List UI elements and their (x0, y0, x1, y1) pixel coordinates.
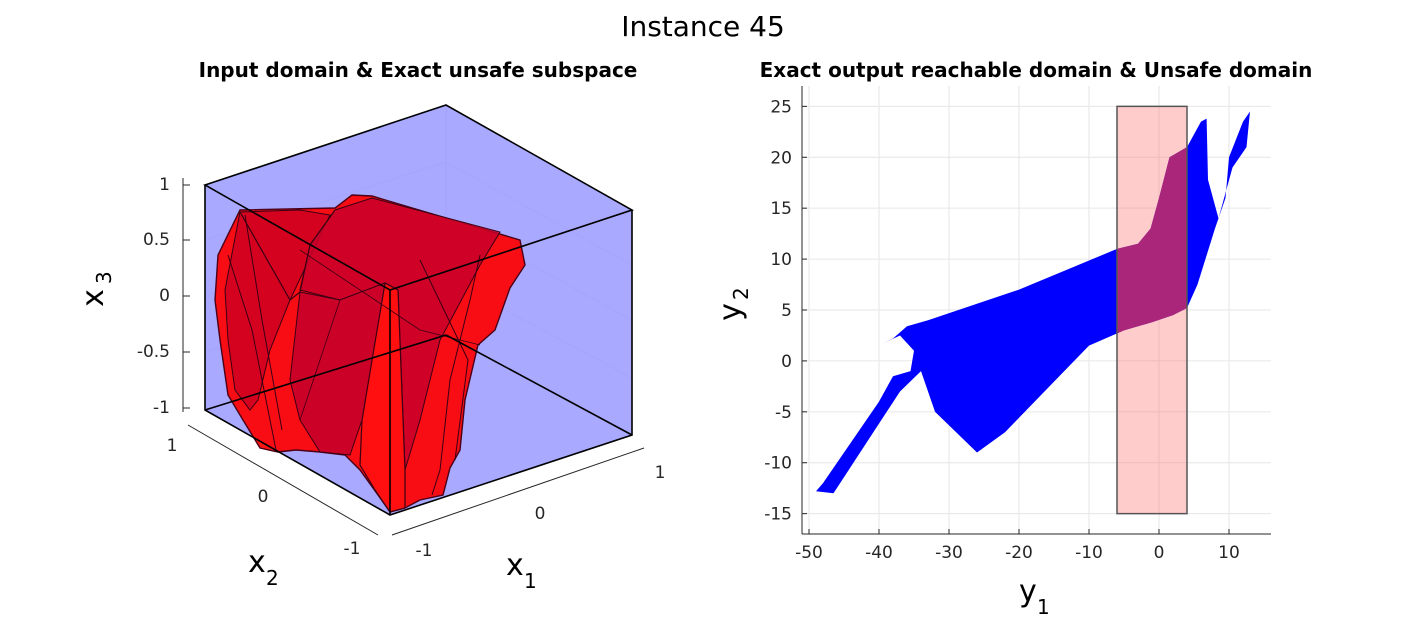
x-tick-label: -20 (1005, 543, 1033, 563)
reachable-domain (816, 111, 1250, 494)
x1-label-sub: 1 (524, 569, 537, 593)
y-tick-label: 10 (770, 250, 792, 270)
x2-label-base: x (248, 545, 266, 580)
x3-axis-label: x 3 (76, 271, 116, 307)
y2-label-sub: 2 (729, 287, 753, 300)
y-tick-label: 25 (770, 97, 792, 117)
left-3d-axes: 1 0.5 0 -0.5 -1 1 0 -1 -1 0 1 x 3 x 2 x … (76, 104, 666, 593)
unsafe-edge (431, 254, 481, 496)
x-tick-label: 10 (1218, 543, 1240, 563)
y1-axis-label: y 1 (1019, 574, 1050, 619)
y1-label-base: y (1019, 574, 1037, 609)
unsafe-edge (227, 254, 277, 451)
x-tick-label: -50 (795, 543, 823, 563)
overlap-region (1117, 147, 1187, 334)
z-tick-label: 1 (159, 175, 170, 195)
x2-tick-label: 1 (167, 436, 178, 456)
x1-label-base: x (506, 548, 524, 583)
unsafe-domain (1116, 105, 1188, 515)
z-tick-label: -0.5 (137, 342, 170, 362)
y-tick-label: -10 (764, 454, 792, 474)
x1-axis-label: x 1 (506, 548, 537, 593)
y-tick-label: 5 (781, 301, 792, 321)
unsafe-edge (244, 214, 283, 431)
x2-axis-line (187, 424, 379, 536)
x1-tick-label: 1 (655, 463, 666, 483)
x-tick-label: -40 (865, 543, 893, 563)
x-tick-label: -30 (935, 543, 963, 563)
z-tick-label: 0 (159, 286, 170, 306)
x3-label-base: x (76, 289, 111, 307)
right-chart-title: Exact output reachable domain & Unsafe d… (760, 58, 1313, 82)
x1-tick-label: 0 (535, 504, 546, 524)
z-tick-label: 0.5 (143, 230, 170, 250)
unsafe-edge (299, 249, 481, 346)
unsafe-edge (299, 299, 341, 421)
y-tick-label: 15 (770, 199, 792, 219)
y1-label-sub: 1 (1037, 595, 1050, 619)
x2-axis-label: x 2 (248, 545, 279, 590)
x2-tick-label: -1 (344, 539, 361, 559)
box-edge-hidden (204, 334, 447, 411)
y2-label-base: y (713, 303, 748, 321)
y-tick-label: 0 (781, 352, 792, 372)
x1-axis-line (391, 447, 645, 536)
x2-label-sub: 2 (266, 566, 279, 590)
box-edge-hidden (445, 334, 633, 436)
x3-label-sub: 3 (92, 271, 116, 284)
unsafe-facet (224, 209, 331, 411)
left-chart-title: Input domain & Exact unsafe subspace (199, 58, 638, 82)
z-tick-label: -1 (153, 398, 170, 418)
y-tick-label: 20 (770, 148, 792, 168)
x-tick-label: -10 (1075, 543, 1103, 563)
y-tick-label: -15 (764, 505, 792, 525)
unsafe-subspace (214, 194, 526, 513)
y2-axis-label: y 2 (713, 287, 753, 321)
unsafe-edge (239, 209, 336, 301)
x-tick-label: 0 (1154, 543, 1165, 563)
unsafe-edge (419, 259, 469, 461)
figure-title: Instance 45 (621, 10, 785, 43)
x2-tick-label: 0 (258, 487, 269, 507)
y-tick-label: -5 (775, 403, 792, 423)
x1-tick-label: -1 (416, 541, 433, 561)
